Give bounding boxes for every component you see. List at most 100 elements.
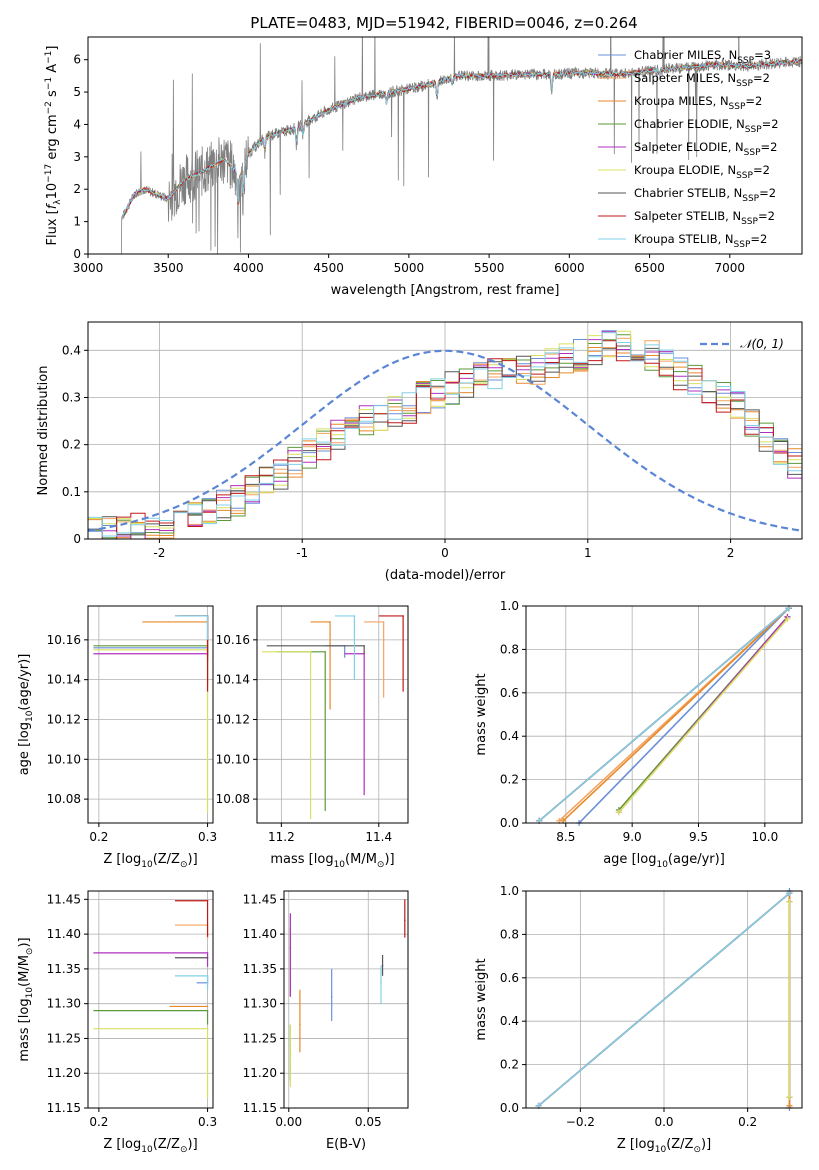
y-tick-label: 0.2 bbox=[500, 773, 519, 787]
spectrum-y-axis-label-part: −2 bbox=[44, 101, 54, 114]
data-point bbox=[309, 650, 312, 653]
age-vs-Z-x-axis-label-part: 10 bbox=[141, 860, 153, 870]
data-point bbox=[324, 650, 326, 653]
mass-vs-Z-y-axis-label-part: (M/M bbox=[17, 955, 32, 987]
spectrum-y-axis-label-part: λ bbox=[53, 199, 63, 205]
x-tick-label: 8.5 bbox=[556, 830, 575, 844]
age-vs-Z-x-axis-label-part: Z [log bbox=[103, 852, 141, 867]
y-tick-label: 0.8 bbox=[500, 642, 519, 656]
y-tick-label: 11.40 bbox=[47, 927, 81, 941]
age-vs-mass-x-axis-label-part: )] bbox=[384, 852, 394, 867]
legend-entry-part: Chabrier MILES, N bbox=[634, 48, 737, 62]
x-tick-label: 10.0 bbox=[751, 830, 778, 844]
x-tick-label: 6500 bbox=[634, 261, 665, 275]
y-tick-label: 3 bbox=[73, 150, 81, 164]
y-tick-label: 6 bbox=[73, 53, 81, 67]
y-tick-label: 10.08 bbox=[216, 792, 250, 806]
age-vs-Z-y-axis-label-part: (age/yr)] bbox=[17, 654, 32, 711]
age-vs-mass-x-axis-label-part: ⊙ bbox=[377, 860, 385, 870]
weight-vs-Z-frame bbox=[525, 890, 803, 1109]
legend-entry-part: =2 bbox=[753, 163, 770, 177]
legend-entry-part: Chabrier STELIB, N bbox=[634, 186, 742, 200]
y-tick-label: 11.20 bbox=[47, 1066, 81, 1080]
legend-entry: Salpeter STELIB, NSSP=2 bbox=[634, 209, 775, 227]
x-tick-label: 0.3 bbox=[198, 1115, 217, 1129]
spectrum-y-axis-label-part: f bbox=[45, 202, 60, 209]
data-point bbox=[402, 615, 404, 617]
mass-vs-ebv-frame bbox=[283, 890, 409, 1109]
legend-entry-part: Chabrier ELODIE, N bbox=[634, 117, 745, 131]
spectrum-y-axis-label-part: A bbox=[45, 64, 60, 77]
histogram-step bbox=[88, 332, 802, 537]
legend-entry-part: SSP bbox=[744, 148, 761, 158]
legend-entry: Chabrier ELODIE, NSSP=2 bbox=[634, 117, 779, 135]
data-point bbox=[289, 947, 292, 949]
legend-entry-part: =2 bbox=[758, 209, 775, 223]
age-vs-Z-frame bbox=[87, 605, 214, 824]
age-vs-Z-x-axis-label-part: (Z/Z bbox=[153, 852, 180, 867]
spectrum-y-axis-label-part: Flux [ bbox=[45, 209, 60, 245]
weight-marker bbox=[786, 898, 793, 905]
mass-vs-Z-panel: 0.2 0.3 11.15 11.20 11.25 11.30 11.35 11.40 11.4… bbox=[17, 890, 217, 1155]
weight-vs-Z-x-axis-label-part: Z [log bbox=[617, 1137, 655, 1152]
x-tick-label: -2 bbox=[153, 546, 165, 560]
y-tick-label: 0 bbox=[73, 247, 81, 261]
age-vs-mass-frame bbox=[256, 605, 409, 824]
age-vs-Z-y-axis-label-part: age [log bbox=[17, 722, 32, 775]
spectrum-y-axis-label-part: 10 bbox=[45, 183, 60, 200]
y-tick-label: 10.12 bbox=[47, 712, 81, 726]
spectrum-y-axis-label: Flux [fλ10−17 erg cm−2 s−1 A−1] bbox=[44, 46, 63, 246]
age-vs-Z-y-axis-label: age [log10(age/yr)] bbox=[17, 654, 35, 776]
weight-vs-age-panel: 8.5 9.0 9.5 10.0 0.0 0.2 0.4 0.6 0.8 1.0 age [log1… bbox=[474, 599, 803, 870]
legend-entry: Kroupa ELODIE, NSSP=2 bbox=[634, 163, 770, 181]
data-point bbox=[206, 1027, 209, 1030]
histogram-step bbox=[88, 330, 802, 529]
x-tick-label: -1 bbox=[296, 546, 308, 560]
data-point bbox=[363, 645, 365, 647]
legend-entry-part: SSP bbox=[742, 194, 759, 204]
legend-entry-part: SSP bbox=[745, 125, 762, 135]
legend-entry-part: Salpeter ELODIE, N bbox=[634, 140, 744, 154]
mass-vs-Z-x-axis-label: Z [log10(Z/Z⊙)] bbox=[103, 1137, 197, 1155]
mass-vs-Z-y-axis-label-part: ⊙ bbox=[25, 948, 35, 956]
y-tick-label: 11.25 bbox=[47, 1031, 81, 1045]
legend-entry-part: SSP bbox=[734, 240, 751, 250]
data-point bbox=[381, 964, 384, 967]
weight-marker bbox=[784, 616, 791, 623]
y-tick-label: 0.4 bbox=[500, 1014, 519, 1028]
data-point bbox=[206, 1009, 209, 1012]
x-tick-label: 0.0 bbox=[654, 1115, 673, 1129]
x-tick-label: 1 bbox=[584, 546, 592, 560]
spectrum-y-axis-label-part: −1 bbox=[44, 77, 54, 90]
x-tick-label: 9.0 bbox=[623, 830, 642, 844]
y-tick-label: 11.45 bbox=[243, 892, 277, 906]
data-point bbox=[206, 956, 209, 959]
spectrum-panel: 3000 3500 4000 4500 5000 5500 6000 6500 7000 0 1 2 3… bbox=[44, 36, 803, 298]
residual-frame bbox=[87, 321, 803, 540]
y-tick-label: 1 bbox=[73, 215, 81, 229]
y-tick-label: 0.4 bbox=[62, 343, 81, 357]
legend-entry-part: =2 bbox=[762, 117, 779, 131]
weight-vs-Z-panel: −0.2 0.0 0.2 0.0 0.2 0.4 0.6 0.8 1.0 Z [log10(Z/Z… bbox=[474, 884, 803, 1155]
legend-entry-part: Salpeter MILES, N bbox=[634, 71, 736, 85]
plot-layer: 3000 3500 4000 4500 5000 5500 6000 6500 70000123… bbox=[17, 36, 803, 1155]
data-point bbox=[206, 899, 209, 902]
y-tick-label: 4 bbox=[73, 117, 81, 131]
age-vs-mass-panel: 11.2 11.4 10.08 10.10 10.12 10.14 10.16 mass [l… bbox=[216, 605, 409, 870]
y-tick-label: 11.25 bbox=[243, 1031, 277, 1045]
legend-entry-part: SSP bbox=[741, 217, 758, 227]
age-vs-mass-x-axis-label: mass [log10(M/M⊙)] bbox=[270, 852, 394, 870]
legend-entry-part: SSP bbox=[729, 102, 746, 112]
x-tick-label: −0.2 bbox=[566, 1115, 595, 1129]
weight-line bbox=[562, 607, 790, 822]
x-tick-label: 0.05 bbox=[355, 1115, 382, 1129]
spectrum-y-axis-label-part: −17 bbox=[44, 164, 54, 183]
legend-entry-part: SSP bbox=[736, 171, 753, 181]
y-tick-label: 10.14 bbox=[216, 673, 250, 687]
data-point bbox=[353, 615, 356, 617]
age-vs-Z-x-axis-label: Z [log10(Z/Z⊙)] bbox=[103, 852, 197, 870]
spectrum-y-axis-label-part: ] bbox=[45, 46, 60, 51]
spectrum-y-axis-label-part: −1 bbox=[44, 51, 54, 64]
weight-vs-age-x-axis-label-part: 10 bbox=[656, 860, 668, 870]
